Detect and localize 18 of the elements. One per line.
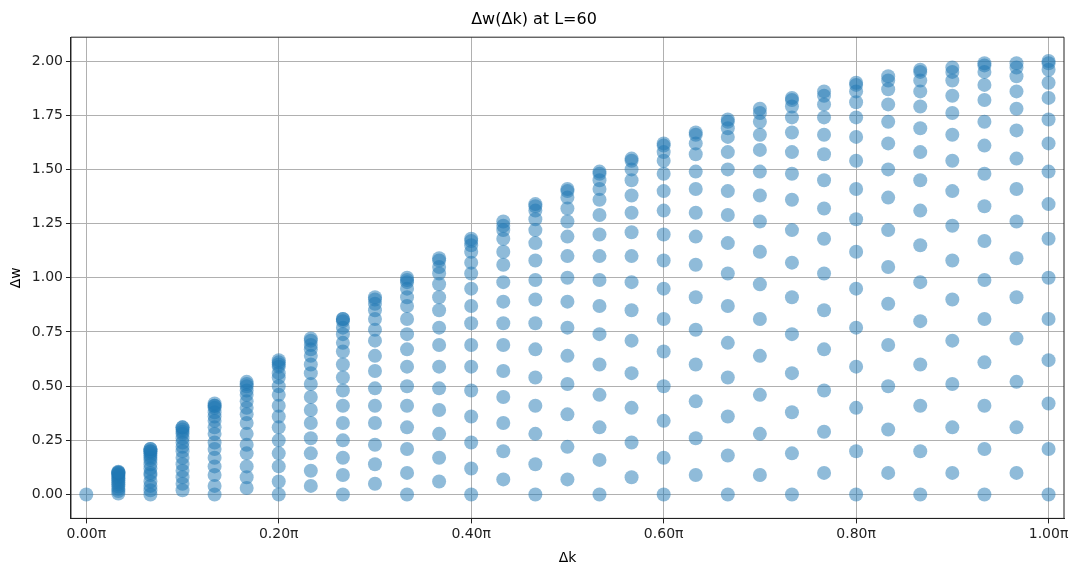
- x-tick-label: 1.00π: [1028, 525, 1069, 542]
- y-axis-title: Δw: [7, 267, 24, 289]
- y-tick-label: 2.00: [31, 51, 63, 68]
- y-tick-label: 0.50: [31, 376, 63, 393]
- y-tick-label: 0.75: [31, 322, 63, 339]
- y-tick-label: 0.00: [31, 485, 63, 502]
- y-tick-label: 1.50: [31, 160, 63, 177]
- y-tick-label: 1.25: [31, 214, 63, 231]
- chart-title: Δw(Δk) at L=60: [471, 8, 597, 28]
- x-tick-label: 0.20π: [258, 525, 300, 542]
- x-tick-label: 0.80π: [836, 525, 877, 542]
- x-tick-label: 0.60π: [643, 525, 685, 542]
- x-tick-label: 0.40π: [451, 525, 492, 542]
- y-tick-label: 0.25: [31, 431, 63, 448]
- x-tick-label: 0.00π: [66, 525, 107, 542]
- x-axis-title: Δk: [558, 549, 578, 566]
- y-tick-label: 1.00: [31, 268, 63, 285]
- y-tick-label: 1.75: [31, 105, 63, 122]
